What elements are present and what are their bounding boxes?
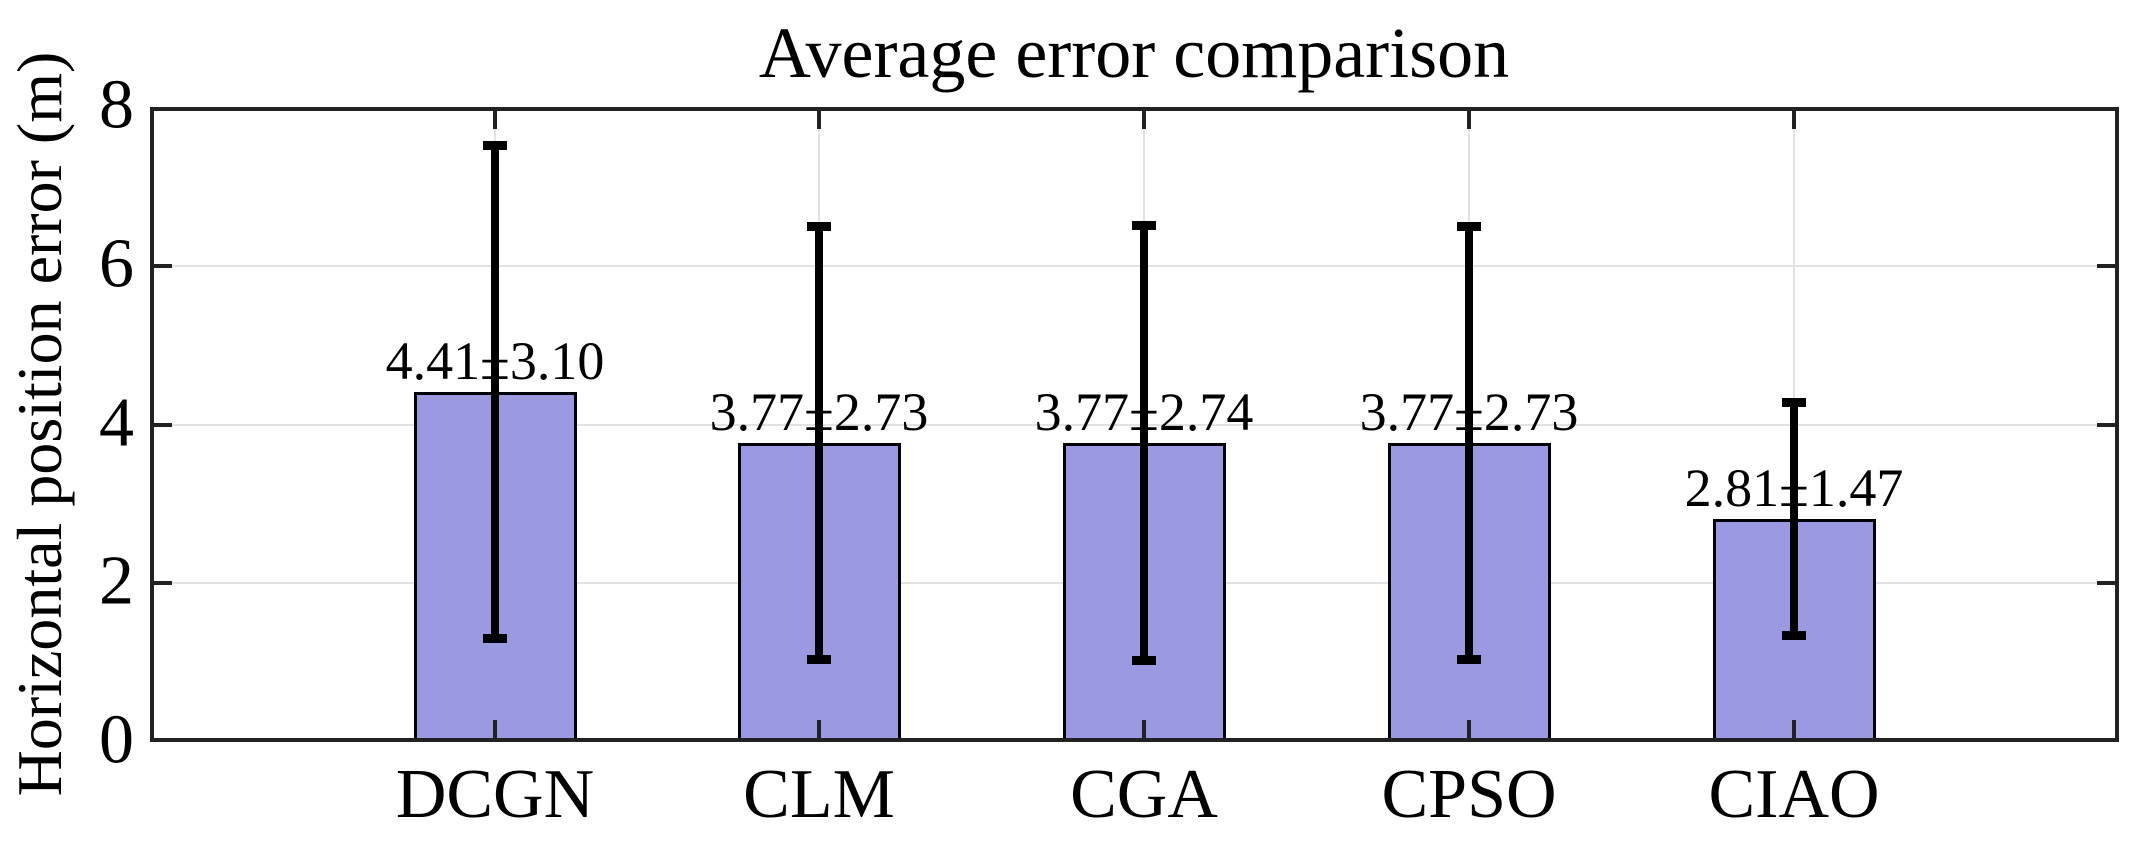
y-tick-label-0: 0 bbox=[99, 701, 134, 779]
x-tick-top-cga bbox=[1142, 107, 1146, 129]
error-cap-top-cga bbox=[1132, 220, 1156, 230]
x-tick-label-cpso: CPSO bbox=[1381, 756, 1557, 833]
x-tick-bottom-cga bbox=[1142, 720, 1146, 742]
y-tick-label-2: 2 bbox=[99, 542, 134, 620]
bar-value-label-cga: 3.77±2.74 bbox=[1034, 381, 1254, 442]
error-bar-ciao bbox=[1790, 402, 1798, 636]
error-cap-bottom-cga bbox=[1132, 655, 1156, 665]
x-tick-bottom-ciao bbox=[1792, 720, 1796, 742]
x-tick-top-clm bbox=[817, 107, 821, 129]
y-tick-left-4 bbox=[150, 422, 172, 427]
axis-spine-top bbox=[150, 107, 2119, 111]
y-tick-label-8: 8 bbox=[99, 66, 134, 144]
y-tick-left-6 bbox=[150, 263, 172, 268]
bar-value-label-cpso: 3.77±2.73 bbox=[1359, 381, 1579, 442]
bar-value-label-ciao: 2.81±1.47 bbox=[1684, 457, 1904, 518]
x-tick-label-dcgn: DCGN bbox=[395, 756, 595, 833]
x-tick-label-clm: CLM bbox=[743, 756, 895, 833]
chart-title: Average error comparison bbox=[758, 13, 1510, 93]
x-tick-top-dcgn bbox=[493, 107, 497, 129]
y-tick-right-2 bbox=[2097, 581, 2119, 586]
plot-area: 4.41±3.10 3.77±2.73 3.77±2.74 3.77±2.73 2.81… bbox=[150, 107, 2119, 742]
x-tick-bottom-clm bbox=[817, 720, 821, 742]
error-cap-bottom-clm bbox=[807, 654, 831, 664]
error-cap-bottom-ciao bbox=[1782, 631, 1806, 641]
error-cap-top-dcgn bbox=[483, 141, 507, 151]
x-tick-label-ciao: CIAO bbox=[1708, 756, 1880, 833]
error-bar-cpso bbox=[1465, 226, 1473, 660]
error-cap-bottom-dcgn bbox=[483, 633, 507, 643]
x-tick-top-ciao bbox=[1792, 107, 1796, 129]
error-bar-dcgn bbox=[491, 145, 499, 639]
y-tick-left-2 bbox=[150, 581, 172, 586]
x-tick-bottom-dcgn bbox=[493, 720, 497, 742]
y-tick-right-4 bbox=[2097, 422, 2119, 427]
gridline-h-6 bbox=[150, 264, 2119, 267]
error-cap-top-cpso bbox=[1457, 221, 1481, 231]
x-tick-bottom-cpso bbox=[1467, 720, 1471, 742]
y-tick-label-4: 4 bbox=[99, 384, 134, 462]
bar-value-label-dcgn: 4.41±3.10 bbox=[385, 330, 605, 391]
gridline-h-4 bbox=[150, 423, 2119, 426]
axis-spine-bottom bbox=[150, 738, 2119, 742]
y-tick-label-6: 6 bbox=[99, 225, 134, 303]
error-bar-clm bbox=[815, 226, 823, 660]
error-cap-top-clm bbox=[807, 221, 831, 231]
bar-value-label-clm: 3.77±2.73 bbox=[709, 381, 929, 442]
y-tick-right-6 bbox=[2097, 263, 2119, 268]
error-cap-bottom-cpso bbox=[1457, 654, 1481, 664]
error-cap-top-ciao bbox=[1782, 397, 1806, 407]
error-bar-cga bbox=[1140, 225, 1148, 661]
x-tick-label-cga: CGA bbox=[1070, 756, 1218, 833]
x-tick-top-cpso bbox=[1467, 107, 1471, 129]
